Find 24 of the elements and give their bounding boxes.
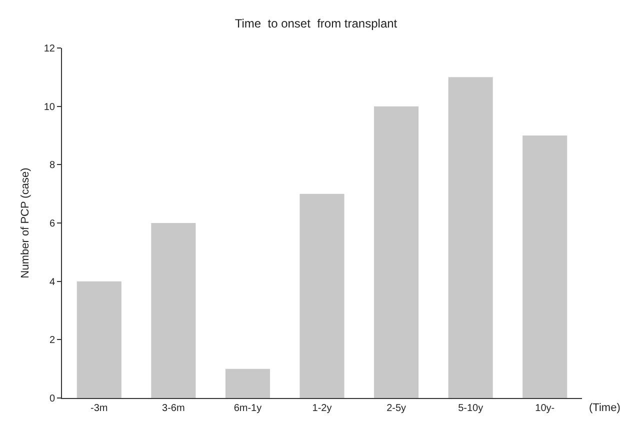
y-tick-label: 6 [49,218,56,230]
bar [522,136,568,398]
x-tick-label: 2-5y [386,403,406,414]
x-tick-label: 6m-1y [234,403,262,414]
y-axis-title: Number of PCP (case) [20,168,32,278]
x-tick-label: -3m [90,403,108,414]
x-tick-label: 10y- [535,403,555,414]
bar [300,194,344,398]
y-tick-label: 8 [49,160,56,172]
y-tick-label: 2 [49,335,56,346]
x-tick-label: 5-10y [458,403,484,414]
bar [76,281,122,398]
bar [448,77,493,398]
x-tick-label: 1-2y [312,403,332,414]
y-tick-label: 10 [44,102,56,113]
y-tick-label: 12 [44,44,56,54]
x-axis-title: (Time) [589,402,620,414]
bar [151,223,196,398]
bar [225,368,270,398]
chart-title: Time to onset from transplant [234,16,398,31]
y-tick-label: 0 [49,394,56,404]
y-tick-label: 4 [49,276,56,288]
bar [374,106,419,398]
x-tick-label: 3-6m [162,403,185,414]
